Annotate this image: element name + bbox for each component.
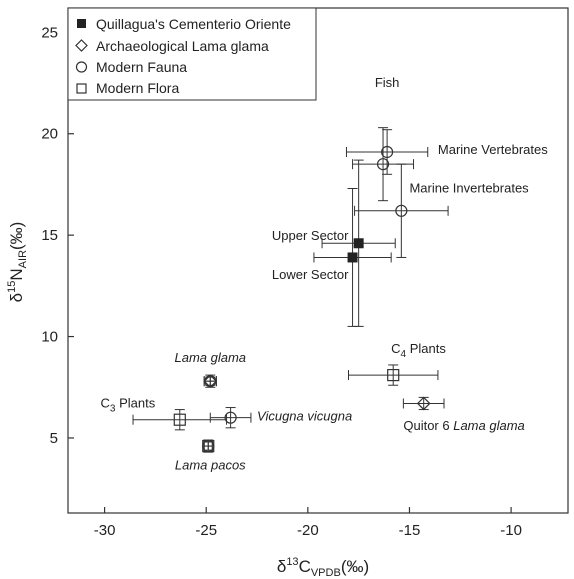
y-axis-title: δ15NAIR(‰) [6, 222, 29, 303]
point-filled-square [353, 238, 364, 249]
annotation-label: C4 Plants [391, 341, 446, 360]
legend-label-archaeological-lama: Archaeological Lama glama [96, 38, 269, 54]
point-filled-square [347, 252, 358, 263]
point-open-circle [376, 158, 390, 171]
point-diamond [416, 396, 431, 411]
annotation-label: Lama pacos [175, 457, 246, 472]
legend-marker-circle [75, 61, 88, 73]
legend: Quillagua's Cementerio Oriente Archaeolo… [67, 7, 317, 101]
point-open-square [202, 439, 215, 453]
annotation-label: Lower Sector [272, 267, 349, 282]
annotation-label: Marine Invertebrates [409, 181, 529, 196]
y-tick-label: 25 [41, 24, 58, 41]
legend-label-modern-flora: Modern Flora [96, 80, 179, 96]
point-open-circle [381, 145, 394, 159]
x-axis-ticks: -30 -25 -20 -15 -10 [94, 507, 522, 539]
legend-marker-square [76, 83, 87, 94]
x-tick-label: -25 [195, 522, 217, 539]
annotation-label: Lama glama [175, 350, 247, 365]
y-tick-label: 15 [41, 227, 58, 244]
annotation-label: Fish [375, 75, 400, 90]
x-axis-title: δ13CVPDB(‰) [277, 556, 369, 579]
error-bar [402, 396, 445, 411]
x-tick-label: -15 [399, 522, 421, 539]
y-tick-label: 5 [50, 430, 58, 447]
annotation-label: Vicugna vicugna [257, 409, 352, 424]
legend-marker-diamond [75, 39, 88, 52]
annotation-label: C3 Plants [101, 396, 156, 415]
error-bar [345, 129, 429, 175]
legend-label-quillagua: Quillagua's Cementerio Oriente [96, 16, 291, 32]
y-axis-ticks: 5 10 15 20 25 [41, 24, 74, 447]
error-bar [132, 409, 228, 431]
annotation-label: Quitor 6 Lama glama [403, 418, 524, 433]
point-diamond [203, 374, 218, 389]
y-tick-label: 20 [41, 126, 58, 143]
point-open-square [173, 413, 186, 426]
x-tick-label: -10 [500, 522, 522, 539]
error-bars [132, 127, 449, 453]
error-bar [354, 163, 449, 258]
point-open-circle [395, 204, 408, 217]
error-bar [209, 407, 252, 429]
plot-frame [67, 7, 569, 514]
y-tick-label: 10 [41, 329, 58, 346]
point-annotations: Fish Marine Vertebrates Marine Invertebrat… [101, 75, 549, 472]
annotation-label: Marine Vertebrates [438, 142, 548, 157]
legend-box [67, 7, 317, 101]
point-open-circle [224, 411, 237, 424]
x-tick-label: -30 [94, 522, 116, 539]
legend-marker-filled-square [77, 19, 86, 28]
error-bar [347, 364, 439, 386]
x-tick-label: -20 [297, 522, 319, 539]
legend-label-modern-fauna: Modern Fauna [96, 59, 187, 75]
point-open-square [387, 368, 400, 382]
annotation-label: Upper Sector [272, 228, 349, 243]
data-markers [173, 145, 431, 453]
